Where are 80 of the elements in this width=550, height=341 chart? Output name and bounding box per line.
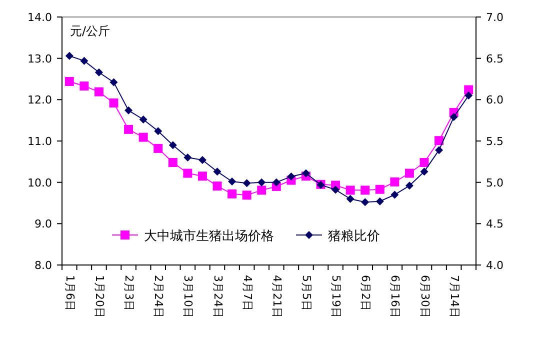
point [168,141,177,150]
x-tick-label: 1月20日 [92,275,106,318]
point [213,168,222,176]
y-tick-label: 12.0 [28,94,52,107]
point [464,85,474,94]
point [361,198,370,206]
y-tick-label: 9.0 [34,218,52,231]
point [332,186,340,194]
point [375,184,384,194]
point [272,178,280,186]
y-tick-label: 10.0 [28,176,52,190]
y2-tick-label: 5.5 [486,135,504,148]
y2-tick-label: 6.5 [486,52,504,66]
point [109,98,118,108]
point [94,87,104,96]
y2-tick-label: 4.0 [486,259,504,272]
point [346,194,354,203]
point [184,154,192,162]
point [212,182,222,191]
point [228,178,236,186]
point [94,68,103,76]
y2-tick-label: 6.0 [486,94,504,107]
x-tick-label: 1月6日 [63,275,76,311]
x-tick-label: 6月2日 [359,275,372,311]
y-tick-label: 8.0 [34,259,52,272]
point [80,56,88,65]
point [65,52,74,60]
point [360,186,370,195]
point [168,158,178,167]
x-tick-label: 4月7日 [240,275,254,311]
x-tick-label: 2月24日 [152,275,166,318]
y2-tick-label: 4.5 [486,218,504,231]
x-tick-label: 6月30日 [418,275,432,318]
legend-label: 猪粮比价 [328,229,380,244]
x-tick-label: 3月10日 [182,275,195,318]
point [287,172,296,181]
point [124,124,134,134]
point [228,189,237,198]
point [198,156,206,164]
point [242,179,251,188]
point [183,168,192,178]
x-tick-label: 2月3日 [122,275,136,311]
point [405,182,414,190]
point [376,197,384,206]
point [257,186,266,195]
point [242,190,252,200]
point [346,186,355,195]
x-tick-label: 7月14日 [448,275,461,318]
point [139,116,148,124]
y-tick-label: 14.0 [28,11,52,24]
point [124,106,133,114]
y2-tick-label: 7.0 [486,11,504,24]
point [110,78,118,86]
point [138,132,148,142]
point [80,82,89,91]
point [435,146,444,154]
point [302,169,310,178]
point [64,76,74,86]
y-axis-title: 元/公斤 [70,24,110,38]
x-tick-label: 4月21日 [270,275,284,318]
point [258,178,266,186]
x-tick-label: 6月16日 [388,275,402,318]
y2-tick-label: 5.0 [486,176,504,190]
point [434,136,444,146]
legend-label: 大中城市生猪出场价格 [144,229,274,244]
point [198,172,207,181]
y-tick-label: 11.0 [28,135,52,148]
point [390,177,400,186]
point [420,168,428,176]
y-tick-label: 13.0 [28,52,52,66]
point [390,190,399,199]
x-tick-label: 5月5日 [300,275,313,311]
point [154,144,163,153]
x-tick-label: 5月19日 [330,275,343,318]
point [404,168,414,178]
point [154,127,162,136]
point [420,158,429,167]
x-tick-label: 3月24日 [211,275,224,318]
point [464,92,473,100]
point [450,113,458,122]
